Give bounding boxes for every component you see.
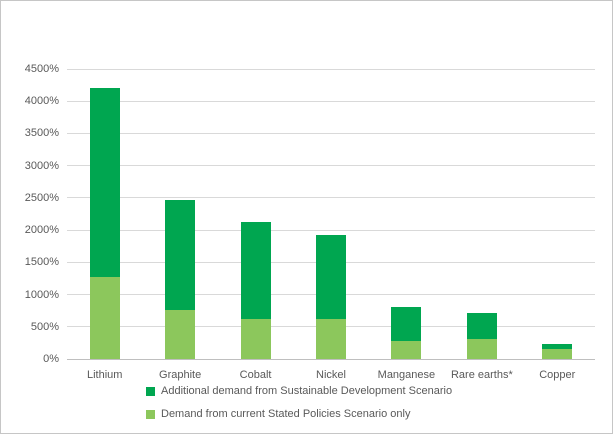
category-label: Graphite xyxy=(159,369,202,381)
bar-segment-manganese-additional-sds xyxy=(391,307,422,341)
y-tick-label: 0% xyxy=(43,353,59,365)
y-tick-label: 3500% xyxy=(24,127,59,140)
legend-swatch-stated-policies-icon xyxy=(146,410,155,419)
legend-label-stated-policies: Demand from current Stated Policies Scen… xyxy=(161,408,411,420)
category-label: Lithium xyxy=(86,369,123,381)
bar-segment-copper-additional-sds xyxy=(542,343,573,350)
gridline xyxy=(67,132,595,134)
category-label: Rare earths* xyxy=(450,369,513,381)
bar-segment-rare-earths--additional-sds xyxy=(466,312,497,340)
y-tick-label: 4500% xyxy=(24,63,59,75)
bar-segment-rare-earths--stated-policies xyxy=(466,339,497,359)
y-tick-label: 500% xyxy=(30,320,59,333)
y-tick-label: 2000% xyxy=(24,224,59,237)
bar-segment-graphite-stated-policies xyxy=(165,310,196,359)
category-label: Cobalt xyxy=(239,369,272,381)
x-axis-line xyxy=(67,358,595,360)
bar-segment-copper-stated-policies xyxy=(542,349,573,359)
bar-segment-cobalt-additional-sds xyxy=(240,221,271,320)
gridline xyxy=(67,68,595,70)
y-tick-label: 1000% xyxy=(24,288,59,301)
legend-label-additional-sds: Additional demand from Sustainable Devel… xyxy=(161,385,453,397)
y-tick-label: 1500% xyxy=(24,256,59,269)
y-tick-label: 3000% xyxy=(24,159,59,172)
bar-segment-nickel-additional-sds xyxy=(316,234,346,320)
gridline xyxy=(67,165,595,167)
legend-item-additional-sds: Additional demand from Sustainable Devel… xyxy=(146,385,452,398)
gridline xyxy=(67,100,595,102)
legend: Additional demand from Sustainable Devel… xyxy=(146,385,452,421)
legend-item-stated-policies: Demand from current Stated Policies Scen… xyxy=(146,408,452,421)
bar-segment-lithium-stated-policies xyxy=(89,277,120,359)
bar-segment-graphite-additional-sds xyxy=(165,199,196,310)
bar-segment-nickel-stated-policies xyxy=(316,319,346,359)
y-tick-label: 4000% xyxy=(24,95,59,108)
gridline xyxy=(67,197,595,199)
bar-segment-cobalt-stated-policies xyxy=(240,319,271,359)
gridline xyxy=(67,229,595,231)
y-tick-label: 2500% xyxy=(24,191,59,204)
bar-segment-manganese-stated-policies xyxy=(391,340,422,359)
bar-segment-lithium-additional-sds xyxy=(89,88,120,278)
category-label: Copper xyxy=(539,369,576,381)
legend-swatch-additional-sds-icon xyxy=(146,387,155,396)
category-label: Manganese xyxy=(377,369,436,381)
category-label: Nickel xyxy=(316,369,346,381)
